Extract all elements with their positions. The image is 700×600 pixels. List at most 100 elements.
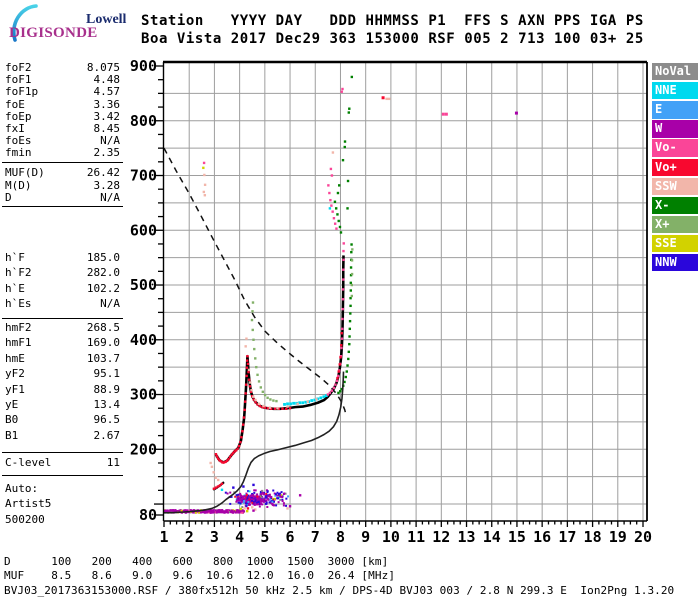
- param-row: yF2 95.1: [5, 367, 120, 382]
- param-row: fxI 8.45: [5, 121, 121, 135]
- series-o-trace-descent: [246, 362, 292, 410]
- param-block-muf: MUF(D) 26.42 M(D) 3.28 D N/A: [5, 166, 120, 204]
- param-block-frequencies: foF2 8.075 foF1 4.48 foF1p 4.57 foE 3.36 foEp 3.4…: [5, 61, 120, 159]
- plot-frame: [162, 60, 648, 522]
- series-ssw-under-hook: [209, 461, 220, 482]
- y-tick-label: 200: [130, 440, 157, 458]
- param-label: h`F2: [5, 266, 32, 280]
- series-x-trace-descent: [251, 328, 278, 403]
- param-row: yE 13.4: [5, 398, 120, 413]
- x-tick-label: 7: [311, 528, 320, 546]
- grid-lines: [164, 62, 647, 521]
- legend-item-nne: NNE: [652, 82, 698, 100]
- param-label: D: [5, 191, 12, 204]
- lowell-digisonde-logo: Lowell DIGISONDE: [0, 0, 135, 50]
- y-tick-label: 500: [130, 276, 157, 294]
- header-line1: Station YYYY DAY DDD HHMMSS P1 FFS S AXN…: [141, 13, 644, 29]
- legend-item-vo+: Vo+: [652, 158, 698, 176]
- series-far-magenta-dot: [514, 111, 518, 115]
- x-tick-label: 16: [533, 528, 551, 546]
- series-o-trace-hook: [214, 355, 249, 464]
- y-tick-label: 800: [130, 112, 157, 130]
- param-row: B1 2.67: [5, 429, 120, 444]
- legend-item-vo-: Vo-: [652, 139, 698, 157]
- param-value: 185.0: [86, 251, 120, 264]
- param-value: 169.0: [86, 336, 120, 350]
- x-tick-label: 10: [382, 528, 400, 546]
- series-highleft-ssw: [202, 173, 207, 197]
- param-text: Auto:: [5, 482, 39, 495]
- series-ssw-upper-dot: [331, 151, 335, 154]
- param-row: fmin 2.35: [5, 146, 121, 160]
- param-value: 103.7: [86, 351, 120, 365]
- legend-item-x-: X-: [652, 196, 698, 215]
- x-tick-label: 2: [185, 528, 194, 546]
- series-x-plus-on-rise: [350, 248, 354, 298]
- separator: [2, 162, 123, 163]
- param-row: hmE 103.7: [5, 352, 120, 367]
- param-label: h`F: [5, 251, 25, 264]
- series-highleft-yellow: [202, 166, 205, 170]
- param-value: 8.45: [93, 121, 121, 135]
- separator: [2, 452, 123, 453]
- x-tick-label: 1: [159, 528, 168, 546]
- header-block: Station YYYY DAY DDD HHMMSS P1 FFS S AXN…: [141, 12, 644, 48]
- param-row: yF1 88.9: [5, 383, 120, 398]
- separator: [2, 475, 123, 476]
- series-far-pink-pair: [441, 112, 448, 116]
- param-row: foF1 4.48: [5, 73, 121, 87]
- param-value: 102.2: [86, 281, 120, 295]
- y-tick-label: 600: [130, 221, 157, 239]
- param-label: yF1: [5, 382, 25, 396]
- y-tick-label: 900: [130, 57, 157, 75]
- param-label: hmE: [5, 351, 25, 365]
- param-block-virtual-heights: h`F 185.0 h`F2 282.0 h`E 102.2 h`Es N/A: [5, 251, 120, 313]
- param-value: 2.67: [93, 428, 121, 442]
- param-label: h`Es: [5, 297, 32, 311]
- param-row: h`Es N/A: [5, 297, 120, 312]
- x-tick-label: 13: [457, 528, 475, 546]
- header-line2: Boa Vista 2017 Dec29 363 153000 RSF 005 …: [141, 31, 644, 47]
- param-row: foEp 3.42: [5, 109, 121, 123]
- x-tick-label: 15: [508, 528, 526, 546]
- separator: [2, 318, 123, 319]
- param-row: C-level 11: [5, 456, 120, 471]
- param-row: B0 96.5: [5, 413, 120, 428]
- param-label: foF1p: [5, 85, 39, 99]
- series-green-upper-scatter: [333, 75, 354, 234]
- param-value: 96.5: [93, 413, 121, 427]
- series-band-sparse-sse: [239, 507, 249, 513]
- param-value: 2.35: [93, 146, 121, 160]
- logo-arc-icon: [12, 4, 38, 42]
- series-red-dot-high: [381, 96, 385, 100]
- x-tick-label: 18: [584, 528, 602, 546]
- series-cyan-upper-dot: [328, 207, 332, 210]
- y-tick-label: 400: [130, 331, 157, 349]
- series-band-sparse-nnw: [232, 483, 268, 504]
- param-row: D N/A: [5, 191, 120, 204]
- param-value: N/A: [100, 191, 120, 204]
- x-tick-label: 3: [210, 528, 219, 546]
- param-label: B0: [5, 413, 19, 427]
- series-band-sparse-w: [252, 494, 302, 512]
- param-value: 26.42: [86, 166, 120, 179]
- x-tick-label: 5: [260, 528, 269, 546]
- param-value: 3.36: [93, 97, 121, 111]
- param-label: hmF1: [5, 336, 32, 350]
- param-row: Auto:: [5, 482, 120, 497]
- param-label: fmin: [5, 146, 32, 160]
- param-row: hmF1 169.0: [5, 336, 120, 351]
- logo-lowell-text: Lowell: [86, 12, 127, 27]
- param-value: 268.5: [86, 321, 120, 334]
- param-label: M(D): [5, 178, 32, 192]
- param-value: 4.48: [93, 73, 121, 87]
- param-row: foF2 8.075: [5, 61, 120, 74]
- param-row: h`E 102.2: [5, 282, 120, 297]
- param-row: M(D) 3.28: [5, 179, 120, 192]
- param-value: 3.42: [93, 109, 121, 123]
- param-value: 8.075: [86, 61, 120, 74]
- legend-item-e: E: [652, 101, 698, 119]
- param-row: MUF(D) 26.42: [5, 166, 120, 179]
- series-highleft-pink: [202, 161, 206, 165]
